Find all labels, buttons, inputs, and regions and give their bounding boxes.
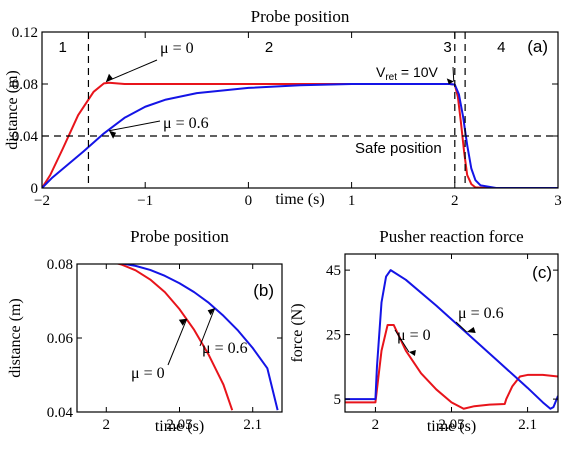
y-axis-label: distance (m)	[4, 70, 21, 150]
x-tick-label: 2.05	[438, 417, 464, 433]
series-label-mu-0-6: μ = 0.6	[163, 115, 209, 132]
vret-value: = 10V	[397, 64, 439, 80]
series-label-mu-0: μ = 0	[397, 327, 431, 344]
x-axis-label: time (s)	[275, 191, 324, 208]
series-line-mu-0-6	[345, 269, 558, 410]
label-arrowhead-mu-0	[105, 73, 113, 82]
phase-label: 2	[265, 39, 273, 56]
label-arrow-mu-0	[394, 329, 410, 353]
vret-arrowhead	[446, 78, 454, 85]
label-arrowhead-mu-0	[178, 318, 187, 326]
y-tick-label: 5	[334, 392, 342, 408]
x-tick-label: 3	[554, 193, 562, 209]
plot-frame	[41, 31, 559, 189]
y-tick-label: 0.08	[12, 77, 38, 93]
y-tick-label: 0.12	[12, 25, 38, 41]
series-line-mu-0-6	[118, 264, 279, 411]
x-tick-label: 1	[348, 193, 356, 209]
label-arrow-mu-0	[105, 59, 158, 83]
y-tick-label: 25	[326, 328, 341, 344]
vret-sub: ret	[385, 72, 397, 83]
y-axis-label: distance (m)	[7, 298, 24, 378]
y-axis-label: force (N)	[289, 303, 306, 362]
series-line-mu-0	[345, 323, 558, 410]
safe-position-label: Safe position	[355, 140, 442, 157]
panel-title: Pusher reaction force	[379, 227, 523, 246]
label-arrowhead-mu-0-6	[207, 308, 215, 316]
y-tick-label: 45	[326, 263, 341, 279]
phase-label: 3	[443, 39, 451, 56]
x-tick-label: −1	[137, 193, 153, 209]
series-line-mu-0	[115, 264, 234, 411]
series-line-mu-0-6	[42, 83, 558, 188]
x-axis-label: time (s)	[427, 418, 476, 435]
y-tick-label: 0	[31, 181, 39, 197]
y-tick-label: 0.08	[47, 257, 73, 273]
x-tick-label: −2	[34, 193, 50, 209]
label-arrow-mu-0-6	[108, 120, 161, 132]
phase-label: 4	[497, 39, 505, 56]
x-axis-label: time (s)	[155, 418, 204, 435]
x-tick-label: 2.05	[166, 417, 192, 433]
x-tick-label: 2	[103, 417, 111, 433]
panel-label: (a)	[527, 37, 548, 56]
panel-b: Probe position 2 2.05 2.1 0.04 0.06 0.08 time (…	[7, 227, 283, 435]
y-tick-label: 0.04	[12, 129, 39, 145]
x-tick-label: 2	[372, 417, 380, 433]
y-tick-label: 0.04	[47, 405, 74, 421]
y-tick-label: 0.06	[47, 331, 74, 347]
panel-label: (c)	[532, 263, 552, 282]
series-label-mu-0-6: μ = 0.6	[202, 340, 248, 357]
vret-arrow	[452, 66, 455, 82]
x-tick-label: 0	[245, 193, 253, 209]
series-label-mu-0-6: μ = 0.6	[458, 305, 504, 322]
panel-label: (b)	[253, 281, 274, 300]
label-arrowhead-mu-0	[408, 349, 416, 356]
phase-label: 1	[58, 39, 66, 56]
label-arrow-mu-0-6	[199, 308, 216, 347]
label-arrow-mu-0	[167, 318, 188, 366]
vret-annotation: Vret = 10V	[376, 64, 439, 83]
series-line-mu-0	[42, 81, 558, 188]
x-tick-label: 2.1	[518, 417, 537, 433]
label-arrowhead-mu-0-6	[466, 327, 476, 333]
panel-title: Probe position	[130, 227, 229, 246]
label-arrowhead-mu-0-6	[109, 130, 117, 139]
x-tick-label: 2.1	[243, 417, 262, 433]
panel-title: Probe position	[251, 7, 350, 26]
vret-v: V	[376, 64, 386, 80]
x-tick-label: 2	[451, 193, 459, 209]
series-label-mu-0: μ = 0	[160, 40, 194, 57]
series-label-mu-0: μ = 0	[131, 365, 165, 382]
panel-c: Pusher reaction force 2 2.05 2.1 5 25 45 time (…	[289, 227, 559, 435]
panel-a: Probe position −2 −1 0 1 2 3 0 0.04 0.08 0.12 time …	[4, 7, 562, 209]
label-arrow-mu-0-6	[455, 321, 468, 333]
